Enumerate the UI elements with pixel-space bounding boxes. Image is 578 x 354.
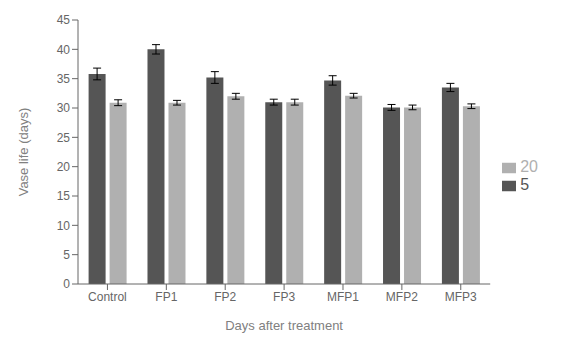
svg-text:5: 5 xyxy=(63,248,70,262)
svg-text:Vase life (days): Vase life (days) xyxy=(16,108,31,197)
html-text:5: 5 xyxy=(520,176,530,193)
svg-text:0: 0 xyxy=(63,277,70,291)
svg-text:15: 15 xyxy=(57,189,71,203)
svg-text:FP2: FP2 xyxy=(214,290,236,304)
svg-text:MFP1: MFP1 xyxy=(327,290,359,304)
svg-text:Days after treatment: Days after treatment xyxy=(225,318,343,333)
svg-text:FP3: FP3 xyxy=(273,290,295,304)
svg-text:35: 35 xyxy=(57,72,71,86)
svg-text:Control: Control xyxy=(88,290,127,304)
svg-text:FP1: FP1 xyxy=(155,290,177,304)
svg-text:10: 10 xyxy=(57,219,71,233)
svg-text:MFP2: MFP2 xyxy=(386,290,418,304)
svg-text:20: 20 xyxy=(57,160,71,174)
svg-text:25: 25 xyxy=(57,131,71,145)
svg-text:MFP3: MFP3 xyxy=(445,290,477,304)
svg-text:30: 30 xyxy=(57,101,71,115)
html-text:20: 20 xyxy=(520,158,538,175)
svg-text:45: 45 xyxy=(57,13,71,27)
svg-text:40: 40 xyxy=(57,43,71,57)
